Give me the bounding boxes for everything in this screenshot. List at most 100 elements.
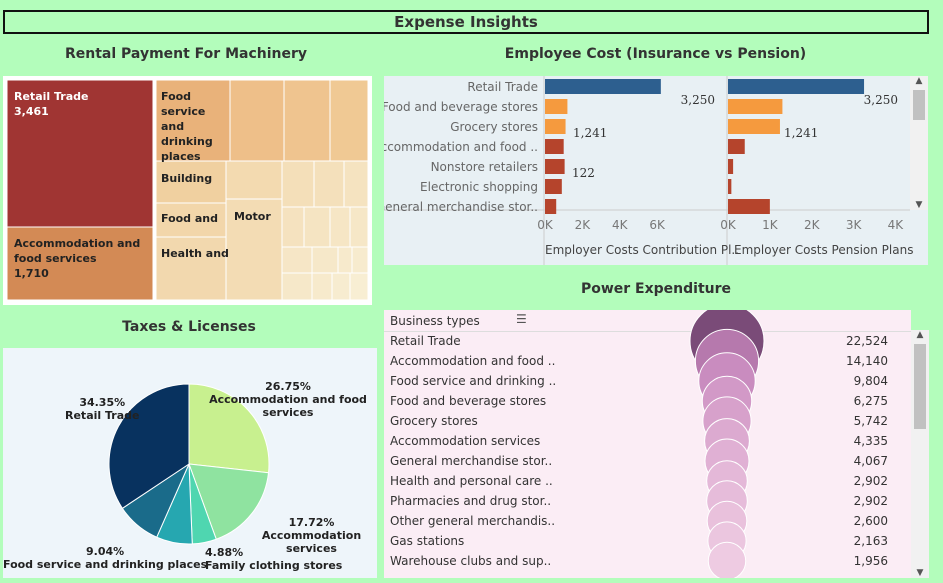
tile[interactable]	[229, 79, 285, 162]
tile-retail-trade[interactable]	[6, 79, 154, 228]
tile-food-and[interactable]	[155, 202, 227, 238]
tile-label: Retail Trade 3,461	[14, 89, 88, 119]
pie-label-name: Food service and drinking places	[3, 558, 208, 571]
scroll-up-icon[interactable]: ▲	[915, 76, 923, 86]
tile[interactable]	[349, 272, 369, 301]
tile-name: Motor	[234, 210, 271, 223]
bar[interactable]	[728, 139, 745, 154]
scroll-up-icon[interactable]: ▲	[916, 330, 924, 340]
tile[interactable]	[281, 206, 305, 248]
employee-scrollbar[interactable]: ▲ ▼	[910, 76, 928, 210]
bar[interactable]	[545, 139, 564, 154]
taxes-panel[interactable]: 34.35% Retail Trade 26.75% Accommodation…	[3, 348, 377, 578]
tile[interactable]	[329, 79, 369, 162]
table-row[interactable]: Other general merchandis.. 2,600	[384, 511, 911, 531]
bar[interactable]	[545, 119, 566, 134]
business-type: Warehouse clubs and sup..	[390, 554, 552, 568]
tile[interactable]	[281, 272, 313, 301]
power-scrollbar[interactable]: ▲ ▼	[911, 330, 929, 578]
category-label: Food and beverage stores	[384, 100, 538, 114]
taxes-title: Taxes & Licenses	[122, 319, 256, 335]
tick-label: 1K	[762, 218, 779, 232]
power-table[interactable]: Business types ☰ Retail Trade 22,524 Accom…	[384, 310, 911, 578]
tile[interactable]	[225, 160, 283, 200]
tile[interactable]	[313, 160, 345, 208]
power-value: 2,902	[853, 494, 888, 508]
power-value: 5,742	[853, 414, 888, 428]
tile[interactable]	[303, 206, 331, 248]
tile-name: Building	[161, 172, 213, 185]
tile-accommodation-food[interactable]	[6, 226, 154, 301]
table-row[interactable]: General merchandise stor.. 4,067	[384, 451, 911, 471]
tile[interactable]	[349, 206, 369, 248]
bubble[interactable]	[707, 541, 747, 578]
tile[interactable]	[311, 272, 333, 301]
bar[interactable]	[545, 99, 568, 114]
tile[interactable]	[283, 79, 331, 162]
business-type: Accommodation services	[390, 434, 541, 448]
table-row[interactable]: Retail Trade 22,524	[384, 331, 911, 351]
table-row[interactable]: Warehouse clubs and sup.. 1,956	[384, 551, 911, 571]
power-title: Power Expenditure	[580, 281, 732, 297]
pie-label: 34.35% Retail Trade	[65, 396, 139, 422]
table-row[interactable]: Accommodation services 4,335	[384, 431, 911, 451]
tick-label: 2K	[575, 218, 592, 232]
pie-slice[interactable]	[188, 383, 270, 474]
bar[interactable]	[545, 199, 557, 214]
employee-chart[interactable]: Retail Trade Food and beverage stores Groc…	[384, 76, 928, 265]
bar[interactable]	[728, 79, 865, 94]
tile[interactable]	[351, 246, 369, 274]
category-label: Grocery stores	[450, 120, 538, 134]
pie-slice[interactable]	[188, 463, 270, 540]
pie-label-name: Accommodation services	[261, 529, 362, 555]
tile-name: Retail Trade	[14, 90, 89, 103]
tick-label: 0K	[537, 218, 554, 232]
tile[interactable]	[311, 246, 339, 274]
table-row[interactable]: Food and beverage stores 6,275	[384, 391, 911, 411]
bar[interactable]	[545, 179, 562, 194]
tile-health-and[interactable]	[155, 236, 227, 301]
axis-title: Employer Costs Contribution Pl..	[545, 243, 739, 257]
table-row[interactable]: Grocery stores 5,742	[384, 411, 911, 431]
tile[interactable]	[331, 272, 351, 301]
scroll-thumb[interactable]	[914, 344, 926, 429]
tile[interactable]	[343, 160, 369, 208]
tile-name: Food service and drinking places	[161, 90, 213, 163]
table-row[interactable]: Pharmacies and drug stor.. 2,902	[384, 491, 911, 511]
tile[interactable]	[281, 246, 313, 274]
table-row[interactable]: Gas stations 2,163	[384, 531, 911, 551]
business-type: Food and beverage stores	[390, 394, 547, 408]
dashboard-title: Expense Insights	[3, 10, 929, 34]
table-row[interactable]: Accommodation and food .. 14,140	[384, 351, 911, 371]
tile-food-service[interactable]	[155, 79, 231, 162]
scroll-thumb[interactable]	[913, 90, 925, 120]
tile-value: 1,710	[14, 267, 49, 280]
bar[interactable]	[545, 79, 661, 94]
scroll-down-icon[interactable]: ▼	[916, 568, 924, 578]
business-type: Food service and drinking ..	[390, 374, 557, 388]
bar[interactable]	[728, 99, 783, 114]
business-type: Pharmacies and drug stor..	[390, 494, 552, 508]
tile[interactable]	[281, 160, 315, 208]
tile[interactable]	[337, 246, 353, 274]
pie-label-pct: 26.75%	[265, 380, 311, 393]
sort-icon[interactable]: ☰	[516, 312, 527, 326]
power-value: 4,067	[853, 454, 888, 468]
rental-title: Rental Payment For Machinery	[64, 46, 308, 62]
pie-label: 17.72% Accommodation services	[246, 516, 377, 555]
business-type: General merchandise stor..	[390, 454, 553, 468]
bar[interactable]	[728, 119, 780, 134]
pie-label-name: Family clothing stores	[205, 559, 343, 572]
tile[interactable]	[329, 206, 351, 248]
table-row[interactable]: Food service and drinking .. 9,804	[384, 371, 911, 391]
bar[interactable]	[728, 179, 732, 194]
pie-slice[interactable]	[108, 383, 190, 510]
data-label: 122	[572, 166, 595, 180]
scroll-down-icon[interactable]: ▼	[915, 200, 923, 210]
bar[interactable]	[728, 159, 734, 174]
rental-treemap[interactable]: Retail Trade 3,461 Accommodation and foo…	[3, 76, 372, 305]
table-row[interactable]: Health and personal care .. 2,902	[384, 471, 911, 491]
bar[interactable]	[545, 159, 565, 174]
bar[interactable]	[728, 199, 770, 214]
tile-name: Health and	[161, 247, 229, 260]
